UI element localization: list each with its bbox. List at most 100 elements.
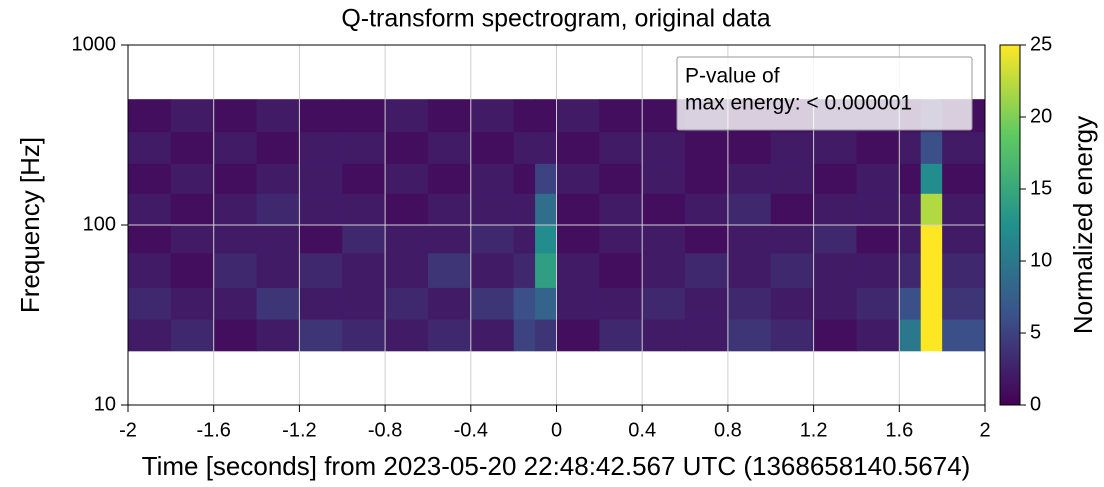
cell <box>727 163 772 194</box>
cell <box>213 131 258 164</box>
cell <box>727 193 772 226</box>
annotation: P-value of <box>685 65 780 88</box>
cell <box>813 252 857 288</box>
y-axis-label: Frequency [Hz] <box>15 137 45 313</box>
cell <box>385 193 429 226</box>
x-tick-label: -2 <box>119 419 137 441</box>
cell <box>599 193 643 226</box>
cell <box>385 319 429 352</box>
cell <box>256 193 300 226</box>
cell <box>599 163 643 194</box>
cell <box>470 193 515 226</box>
x-tick-label: -0.4 <box>454 419 488 441</box>
cell <box>920 287 943 320</box>
cell <box>427 252 472 288</box>
cell <box>213 319 258 352</box>
cell <box>556 287 600 320</box>
cell <box>128 99 172 133</box>
cell <box>942 131 986 164</box>
x-tick-label: 2 <box>979 419 990 441</box>
cell <box>727 225 772 254</box>
cell <box>535 131 557 164</box>
colorbar <box>999 44 1021 406</box>
cell <box>556 225 600 254</box>
cell <box>256 252 300 288</box>
cell <box>299 225 343 254</box>
cell <box>770 319 815 352</box>
cell <box>342 163 386 194</box>
cell <box>385 131 429 164</box>
cell <box>685 193 729 226</box>
cell <box>856 319 900 352</box>
cell <box>642 287 686 320</box>
cell <box>920 131 943 164</box>
y-tick-label: 100 <box>83 213 116 235</box>
x-tick-label: -1.6 <box>196 419 230 441</box>
colorbar-tick-label: 0 <box>1030 393 1041 415</box>
y-tick-label: 10 <box>94 393 116 415</box>
cell <box>385 252 429 288</box>
cell <box>513 163 536 194</box>
cell <box>385 163 429 194</box>
colorbar-tick-label: 5 <box>1030 321 1041 343</box>
cell <box>899 193 922 226</box>
cell <box>342 99 386 133</box>
cell <box>599 131 643 164</box>
cell <box>899 163 922 194</box>
cell <box>727 319 772 352</box>
cell <box>513 319 536 352</box>
cell <box>920 319 943 352</box>
cell <box>642 252 686 288</box>
cell <box>513 131 536 164</box>
chart-title: Q-transform spectrogram, original data <box>341 5 770 33</box>
cell <box>942 319 986 352</box>
cell <box>128 319 172 352</box>
cell <box>427 287 472 320</box>
cell <box>556 131 600 164</box>
cell <box>535 193 557 226</box>
cell <box>470 99 515 133</box>
colorbar-tick-label: 10 <box>1030 249 1052 271</box>
cell <box>299 287 343 320</box>
cell <box>427 99 472 133</box>
cell <box>170 225 215 254</box>
cell <box>170 131 215 164</box>
x-tick-label: 0.4 <box>628 419 656 441</box>
x-tick-label: 1.2 <box>800 419 828 441</box>
cell <box>642 131 686 164</box>
cell <box>642 225 686 254</box>
colorbar-label: Normalized energy <box>1068 116 1098 334</box>
cell <box>899 131 922 164</box>
cell <box>342 287 386 320</box>
cell <box>170 287 215 320</box>
cell <box>470 319 515 352</box>
cell <box>256 131 300 164</box>
cell <box>513 252 536 288</box>
cell <box>427 193 472 226</box>
cell <box>556 193 600 226</box>
cell <box>342 225 386 254</box>
spectrogram <box>128 99 986 352</box>
cell <box>170 99 215 133</box>
cell <box>813 287 857 320</box>
cell <box>856 225 900 254</box>
cell <box>942 163 986 194</box>
cell <box>213 193 258 226</box>
cell <box>556 163 600 194</box>
cell <box>513 287 536 320</box>
cell <box>942 193 986 226</box>
cell <box>427 131 472 164</box>
cell <box>770 252 815 288</box>
cell <box>535 163 557 194</box>
cell <box>770 225 815 254</box>
cell <box>813 193 857 226</box>
cell <box>856 287 900 320</box>
cell <box>599 225 643 254</box>
cell <box>599 287 643 320</box>
cell <box>727 131 772 164</box>
cell <box>685 287 729 320</box>
cell <box>385 99 429 133</box>
cell <box>920 252 943 288</box>
cell <box>385 287 429 320</box>
cell <box>770 163 815 194</box>
